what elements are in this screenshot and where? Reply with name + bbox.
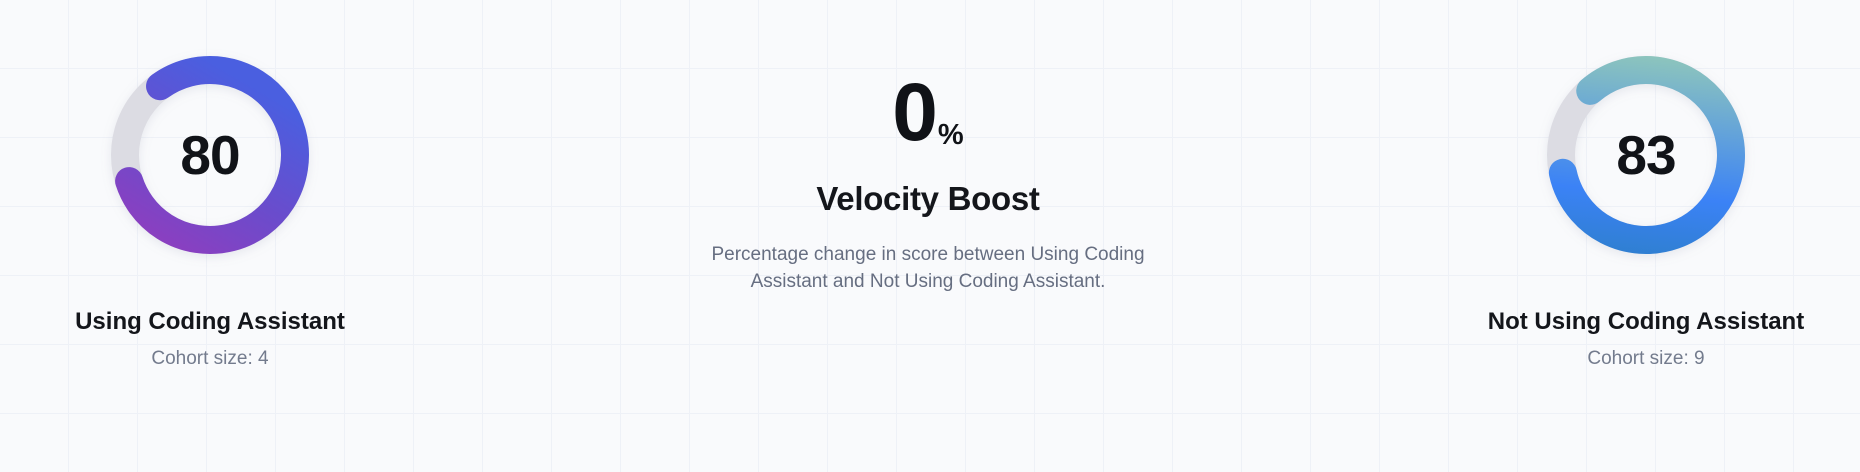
gauge-progress-left <box>111 56 309 255</box>
delta-value-row: 0 % <box>892 67 964 158</box>
velocity-boost-title: Velocity Boost <box>816 179 1040 217</box>
gauge-value-left: 80 <box>180 123 240 186</box>
cohort-title-left: Using Coding Assistant <box>75 308 345 335</box>
delta-unit: % <box>937 119 964 151</box>
gauge-not-using-coding-assistant: 83 <box>1543 52 1749 258</box>
velocity-boost-description: Percentage change in score between Using… <box>711 243 1145 293</box>
velocity-boost-summary: 0 % Velocity Boost Percentage change in … <box>420 0 1436 296</box>
cohort-title-right: Not Using Coding Assistant <box>1487 308 1805 335</box>
gauge-card-not-using-coding-assistant: 83 Not Using Coding Assistant Cohort siz… <box>1436 0 1856 370</box>
cohort-size-left: Cohort size: 4 <box>151 348 269 369</box>
cohort-size-right: Cohort size: 9 <box>1587 348 1705 369</box>
gauge-using-coding-assistant: 80 <box>107 52 313 258</box>
delta-value: 0 <box>892 67 938 158</box>
gauge-value-right: 83 <box>1616 123 1676 186</box>
gauge-card-using-coding-assistant: 80 Using Coding Assistant Cohort size: 4 <box>0 0 420 370</box>
gauge-progress-right <box>1547 56 1745 254</box>
